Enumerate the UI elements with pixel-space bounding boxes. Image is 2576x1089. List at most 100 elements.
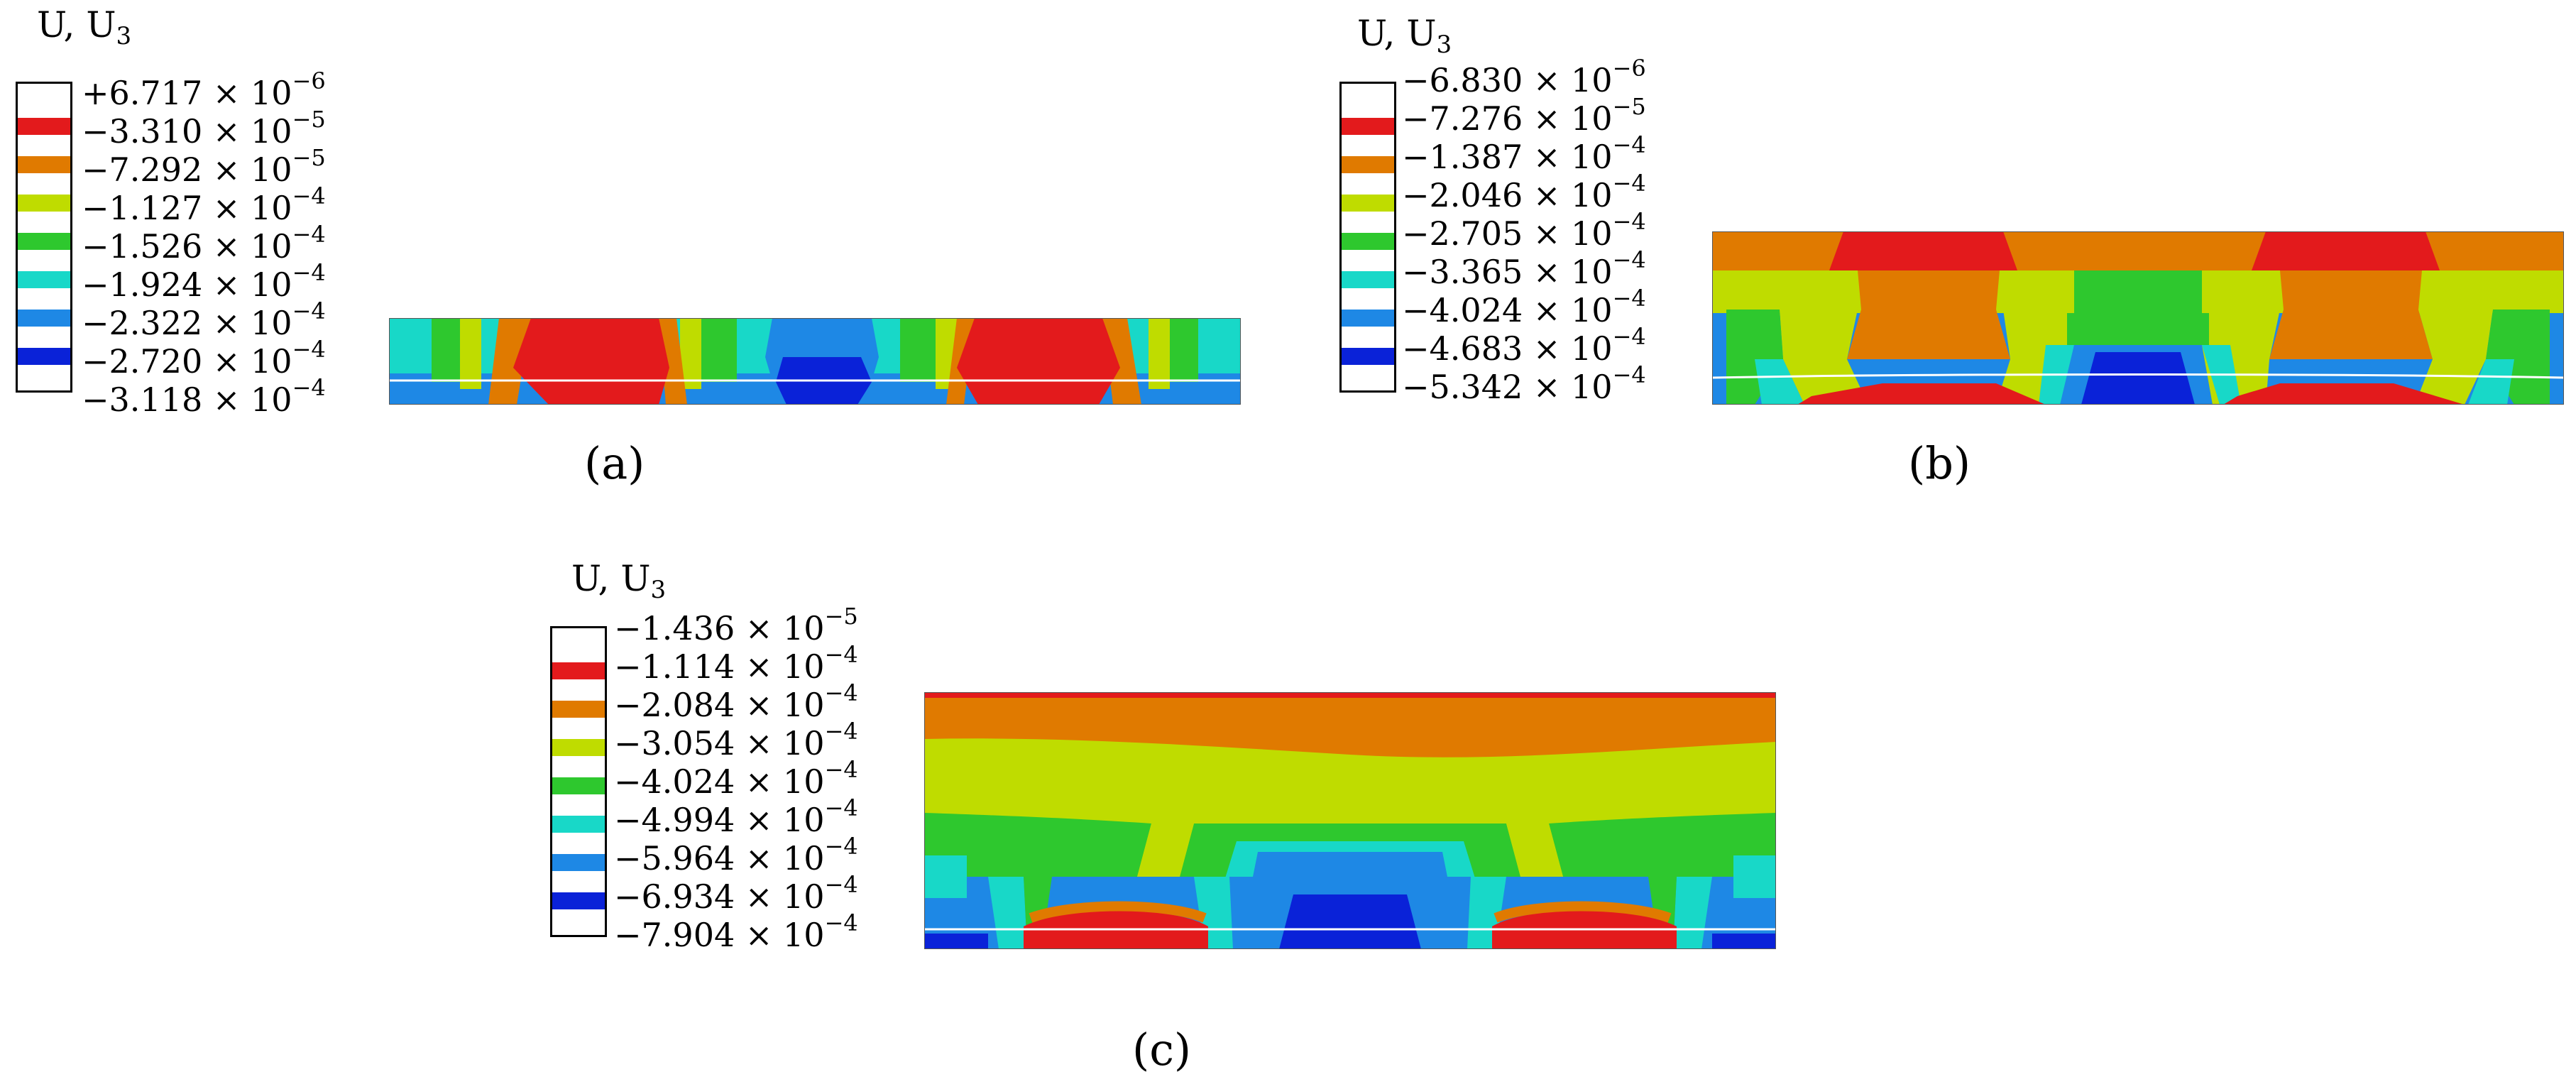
legend-label: −3.365 × 10−4: [1402, 248, 1646, 288]
legend-title: U, U3: [37, 4, 132, 50]
legend-label: −2.046 × 10−4: [1402, 172, 1646, 212]
legend-label: −4.994 × 10−4: [614, 797, 858, 836]
legend-label: −2.720 × 10−4: [82, 338, 326, 378]
legend-label: +6.717 × 10−6: [82, 70, 326, 109]
legend-exponent: −6: [1612, 55, 1646, 82]
legend-title: U, U3: [1357, 13, 1452, 59]
legend-value: −3.118 × 10: [82, 381, 292, 419]
legend-label: −4.683 × 10−4: [1402, 325, 1646, 365]
legend-value: −4.024 × 10: [614, 762, 825, 801]
legend-value: −3.365 × 10: [1402, 253, 1613, 291]
legend-exponent: −4: [824, 794, 858, 821]
legend-exponent: −4: [1612, 285, 1646, 312]
legend-swatch: [18, 271, 70, 288]
legend-value: −2.322 × 10: [82, 304, 292, 342]
caption-b: (b): [1908, 437, 1971, 489]
legend-swatch: [18, 348, 70, 365]
legend-value: −7.292 × 10: [82, 151, 292, 189]
legend-exponent: −4: [1612, 361, 1646, 388]
legend-swatch: [1342, 310, 1394, 327]
legend-label: −3.310 × 10−5: [82, 108, 326, 148]
legend-swatch: [552, 701, 605, 718]
legend-exponent: −5: [1612, 93, 1646, 120]
caption-c: (c): [1132, 1024, 1192, 1076]
legend-exponent: −4: [1612, 131, 1646, 158]
legend-label: −3.118 × 10−4: [82, 376, 326, 416]
legend-value: −1.127 × 10: [82, 189, 292, 227]
legend-exponent: −4: [1612, 323, 1646, 350]
legend-label: −7.276 × 10−5: [1402, 95, 1646, 135]
legend-label: −4.024 × 10−4: [1402, 287, 1646, 327]
legend-swatch: [552, 662, 605, 679]
legend-exponent: −4: [824, 756, 858, 783]
legend-label: −7.904 × 10−4: [614, 912, 858, 951]
legend-colorbar: [16, 82, 72, 393]
legend-title: U, U3: [571, 558, 667, 604]
legend-swatch: [552, 854, 605, 871]
contour-plot: [1712, 231, 2564, 405]
legend-value: −1.436 × 10: [614, 609, 825, 647]
legend-value: −3.054 × 10: [614, 724, 825, 762]
legend-label: −4.024 × 10−4: [614, 758, 858, 798]
legend-label: −2.322 × 10−4: [82, 300, 326, 339]
legend-label: −3.054 × 10−4: [614, 720, 858, 760]
legend-value: −7.904 × 10: [614, 916, 825, 954]
legend-swatch: [18, 118, 70, 135]
legend-label: −5.342 × 10−4: [1402, 363, 1646, 403]
contour-plot: [389, 318, 1241, 405]
legend-swatch: [552, 777, 605, 794]
legend-colorbar: [550, 626, 607, 937]
legend-colorbar: [1339, 82, 1396, 393]
legend-exponent: −4: [292, 374, 326, 401]
legend-swatch: [18, 195, 70, 212]
legend-value: −7.276 × 10: [1402, 99, 1613, 138]
legend-label: −7.292 × 10−5: [82, 146, 326, 186]
legend-value: −1.387 × 10: [1402, 138, 1613, 176]
legend-label: −1.526 × 10−4: [82, 223, 326, 263]
legend-exponent: −5: [292, 106, 326, 133]
legend-value: −4.024 × 10: [1402, 291, 1613, 329]
legend-exponent: −4: [1612, 208, 1646, 235]
legend-exponent: −4: [292, 182, 326, 209]
legend-value: −2.046 × 10: [1402, 176, 1613, 214]
legend-label: −2.705 × 10−4: [1402, 210, 1646, 250]
legend-label: −6.934 × 10−4: [614, 873, 858, 913]
legend-exponent: −4: [824, 679, 858, 706]
legend-swatch: [1342, 348, 1394, 365]
contour-plot: [924, 692, 1776, 949]
legend-value: −2.720 × 10: [82, 342, 292, 381]
legend-swatch: [1342, 118, 1394, 135]
legend-exponent: −4: [1612, 246, 1646, 273]
legend-value: −4.994 × 10: [614, 801, 825, 839]
legend-value: −5.964 × 10: [614, 839, 825, 877]
legend-swatch: [18, 156, 70, 173]
legend-exponent: −4: [824, 871, 858, 898]
legend-swatch: [1342, 156, 1394, 173]
legend-exponent: −4: [292, 297, 326, 324]
caption-a: (a): [584, 437, 645, 489]
legend-value: −1.114 × 10: [614, 647, 825, 686]
legend-value: −6.830 × 10: [1402, 61, 1613, 99]
legend-label: −6.830 × 10−6: [1402, 57, 1646, 97]
legend-swatch: [1342, 195, 1394, 212]
legend-exponent: −4: [824, 718, 858, 745]
legend-value: −6.934 × 10: [614, 877, 825, 916]
legend-value: −1.526 × 10: [82, 227, 292, 266]
legend-exponent: −6: [292, 67, 326, 94]
legend-label: −1.114 × 10−4: [614, 643, 858, 683]
legend-swatch: [552, 892, 605, 909]
legend-label: −2.084 × 10−4: [614, 682, 858, 721]
legend-label: −1.924 × 10−4: [82, 261, 326, 301]
legend-value: −3.310 × 10: [82, 112, 292, 151]
legend-swatch: [1342, 271, 1394, 288]
legend-value: −2.705 × 10: [1402, 214, 1613, 253]
legend-exponent: −4: [824, 641, 858, 668]
legend-label: −1.387 × 10−4: [1402, 133, 1646, 173]
legend-exponent: −4: [824, 833, 858, 860]
legend-label: −1.127 × 10−4: [82, 185, 326, 224]
legend-value: −5.342 × 10: [1402, 368, 1613, 406]
legend-exponent: −5: [292, 144, 326, 171]
legend-swatch: [18, 233, 70, 250]
legend-label: −1.436 × 10−5: [614, 605, 858, 645]
legend-value: −1.924 × 10: [82, 266, 292, 304]
